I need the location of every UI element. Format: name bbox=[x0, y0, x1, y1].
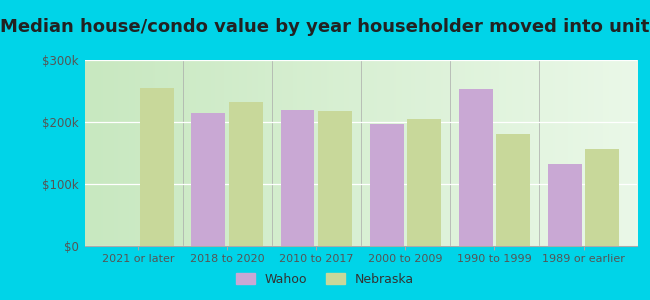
Bar bbox=[370, 124, 404, 246]
Bar bbox=[318, 111, 352, 246]
Bar bbox=[229, 102, 263, 246]
Text: Median house/condo value by year householder moved into unit: Median house/condo value by year househo… bbox=[0, 18, 650, 36]
Bar bbox=[140, 88, 174, 246]
Bar bbox=[548, 164, 582, 246]
Bar bbox=[459, 89, 493, 246]
Legend: Wahoo, Nebraska: Wahoo, Nebraska bbox=[231, 268, 419, 291]
Bar bbox=[585, 149, 619, 246]
Bar bbox=[407, 119, 441, 246]
Bar bbox=[496, 134, 530, 246]
Bar bbox=[192, 113, 226, 246]
Bar bbox=[281, 110, 315, 246]
